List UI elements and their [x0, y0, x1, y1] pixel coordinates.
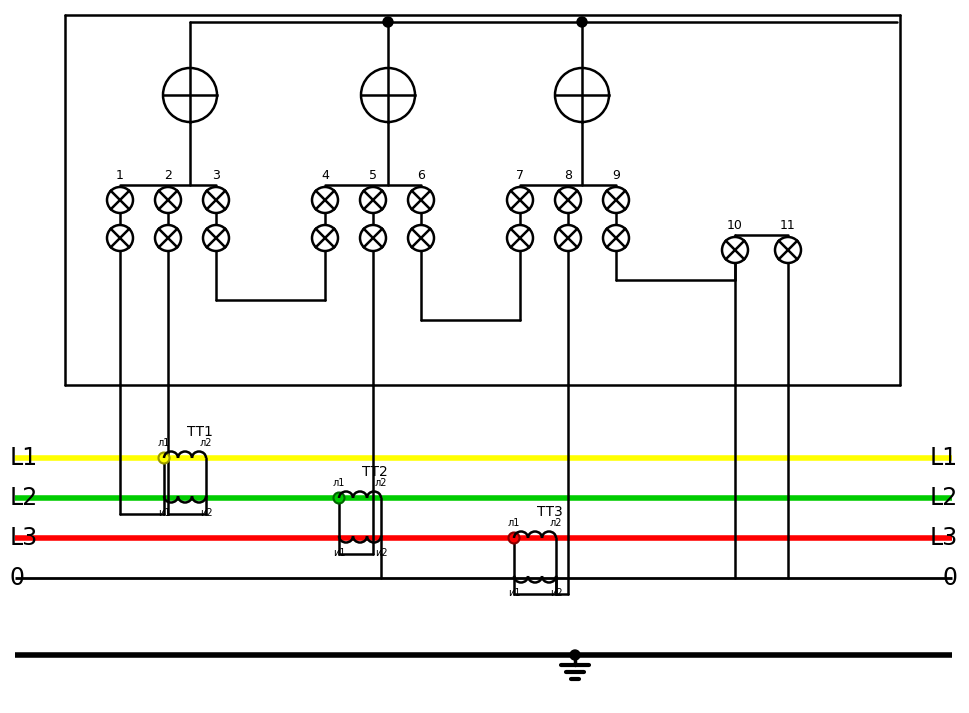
Circle shape — [155, 187, 181, 213]
Circle shape — [775, 237, 801, 263]
Circle shape — [361, 68, 415, 122]
Circle shape — [155, 225, 181, 251]
Text: 0: 0 — [943, 566, 958, 590]
Circle shape — [203, 187, 229, 213]
Text: 1: 1 — [116, 169, 124, 182]
Text: и2: и2 — [375, 548, 388, 558]
Circle shape — [603, 187, 629, 213]
Circle shape — [603, 225, 629, 251]
Text: л2: л2 — [200, 438, 212, 448]
Text: л2: л2 — [549, 518, 562, 528]
Text: л1: л1 — [158, 438, 171, 448]
Circle shape — [507, 225, 533, 251]
Text: л2: л2 — [375, 478, 388, 488]
Text: ТТ1: ТТ1 — [187, 425, 213, 439]
Text: L3: L3 — [929, 526, 958, 550]
Circle shape — [408, 225, 434, 251]
Text: и1: и1 — [332, 548, 345, 558]
Text: 3: 3 — [212, 169, 220, 182]
Text: L2: L2 — [929, 486, 958, 510]
Circle shape — [555, 225, 581, 251]
Circle shape — [360, 225, 386, 251]
Circle shape — [555, 68, 609, 122]
Text: 10: 10 — [727, 219, 743, 232]
Circle shape — [107, 225, 133, 251]
Text: 0: 0 — [10, 566, 25, 590]
Circle shape — [163, 68, 217, 122]
Text: L1: L1 — [10, 446, 38, 470]
Text: 4: 4 — [321, 169, 328, 182]
Circle shape — [408, 187, 434, 213]
Text: л1: л1 — [508, 518, 520, 528]
Text: 8: 8 — [564, 169, 572, 182]
Circle shape — [107, 187, 133, 213]
Text: 2: 2 — [164, 169, 172, 182]
Text: л1: л1 — [332, 478, 345, 488]
Text: L2: L2 — [10, 486, 38, 510]
Circle shape — [333, 493, 345, 503]
Circle shape — [360, 187, 386, 213]
Circle shape — [383, 17, 393, 27]
Circle shape — [555, 187, 581, 213]
Text: и2: и2 — [549, 588, 562, 598]
Text: 5: 5 — [369, 169, 377, 182]
Circle shape — [722, 237, 748, 263]
Text: L3: L3 — [10, 526, 38, 550]
Text: и2: и2 — [200, 508, 212, 518]
Circle shape — [507, 187, 533, 213]
Text: 9: 9 — [612, 169, 620, 182]
Circle shape — [312, 187, 338, 213]
Text: ТТ3: ТТ3 — [537, 505, 563, 519]
Circle shape — [159, 453, 170, 463]
Text: L1: L1 — [930, 446, 958, 470]
Text: и1: и1 — [158, 508, 171, 518]
Text: 11: 11 — [780, 219, 796, 232]
Text: и1: и1 — [508, 588, 520, 598]
Text: 7: 7 — [516, 169, 524, 182]
Circle shape — [203, 225, 229, 251]
Circle shape — [577, 17, 587, 27]
Circle shape — [312, 225, 338, 251]
Text: ТТ2: ТТ2 — [362, 465, 388, 479]
Circle shape — [570, 650, 580, 660]
Circle shape — [509, 533, 519, 543]
Text: 6: 6 — [417, 169, 425, 182]
